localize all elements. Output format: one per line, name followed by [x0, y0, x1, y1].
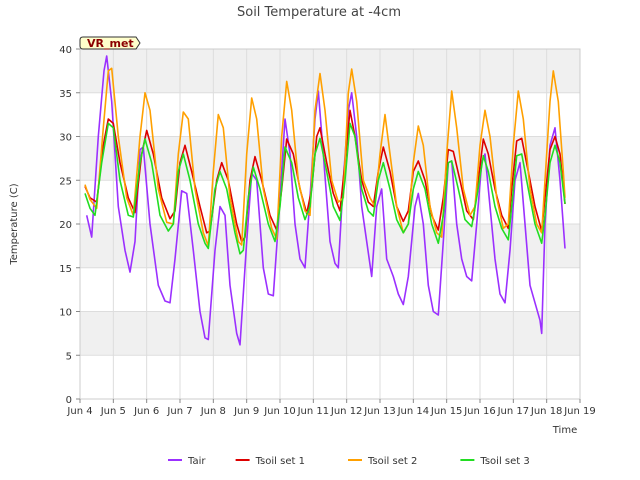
y-tick-label: 5 [66, 351, 72, 362]
y-tick-label: 20 [59, 220, 72, 231]
x-tick-label: Jun 11 [297, 406, 330, 417]
legend-item: Tsoil set 2 [348, 456, 417, 467]
y-tick-label: 25 [59, 176, 72, 187]
station-badge: VR_met [79, 36, 141, 50]
series-lines [84, 55, 566, 346]
legend-label: Tsoil set 1 [255, 456, 305, 467]
x-tick-label: Jun 18 [530, 406, 563, 417]
chart-title: Soil Temperature at -4cm [237, 5, 401, 20]
y-tick-label: 40 [59, 45, 72, 56]
y-axis-label: Temperature (C) [9, 183, 20, 265]
x-tick-label: Jun 15 [430, 406, 463, 417]
grid-lines [79, 48, 581, 400]
legend-item: Tsoil set 1 [235, 456, 305, 467]
legend: Tair Tsoil set 1 Tsoil set 2 Tsoil set 3 [168, 456, 530, 467]
background-bands [80, 49, 580, 356]
x-tick-label: Jun 10 [263, 406, 296, 417]
background-band [80, 49, 580, 93]
series-line-3 [84, 122, 566, 255]
background-band [80, 311, 580, 356]
x-tick-label: Jun 4 [66, 406, 92, 417]
y-tick-label: 0 [66, 395, 72, 406]
x-tick-label: Jun 14 [397, 406, 430, 417]
y-tick-label: 35 [59, 89, 72, 100]
x-tick-label: Jun 7 [166, 406, 192, 417]
legend-item: Tsoil set 3 [460, 456, 530, 467]
x-tick-label: Jun 6 [133, 406, 159, 417]
y-tick-label: 10 [59, 308, 72, 319]
x-tick-label: Jun 8 [200, 406, 226, 417]
x-tick-label: Jun 12 [330, 406, 363, 417]
x-tick-label: Jun 17 [497, 406, 530, 417]
station-badge-label: VR_met [87, 37, 134, 50]
y-tick-label: 30 [59, 133, 72, 144]
y-tick-label: 15 [59, 264, 72, 275]
x-tick-label: Jun 9 [233, 406, 259, 417]
x-axis-label: Time [552, 425, 577, 436]
legend-item: Tair [168, 456, 206, 467]
x-tick-label: Jun 16 [463, 406, 496, 417]
x-axis-ticks: Jun 4 Jun 5 Jun 6 Jun 7 Jun 8 Jun 9 Jun 10 Jun … [66, 399, 596, 417]
series-line-0 [85, 55, 566, 346]
y-axis-ticks: 0 5 10 15 20 25 30 35 40 [59, 45, 80, 406]
x-tick-label: Jun 19 [563, 406, 596, 417]
legend-label: Tair [187, 456, 206, 467]
legend-label: Tsoil set 2 [367, 456, 417, 467]
x-tick-label: Jun 5 [100, 406, 126, 417]
x-tick-label: Jun 13 [363, 406, 396, 417]
legend-label: Tsoil set 3 [479, 456, 529, 467]
